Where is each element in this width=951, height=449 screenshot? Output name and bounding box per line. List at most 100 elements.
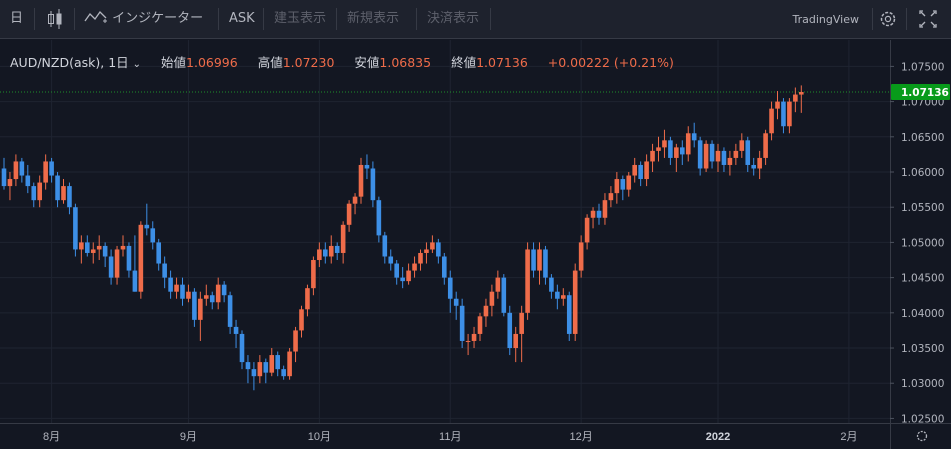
candle (537, 242, 542, 285)
candle-body (572, 270, 578, 334)
candle-body (453, 298, 459, 306)
fullscreen-icon[interactable] (918, 0, 938, 38)
candle (168, 270, 173, 299)
axis-settings-icon[interactable] (916, 430, 928, 442)
candle-body (281, 369, 286, 377)
candle (465, 333, 471, 356)
candle-body (215, 284, 221, 303)
candle-body (436, 242, 441, 257)
candle-body (721, 150, 727, 165)
open-label: 始値 (161, 55, 187, 70)
interval-button[interactable]: 日 (10, 11, 24, 26)
indicators-label: インジケーター (112, 11, 204, 26)
time-tick-label: 2022 (706, 431, 730, 443)
candle-body (245, 362, 251, 370)
candle (507, 305, 513, 356)
candle (328, 235, 334, 264)
candle-body (358, 164, 364, 197)
candle (221, 281, 227, 303)
candle-body (680, 147, 685, 155)
candle (287, 348, 292, 380)
candle (703, 140, 709, 173)
candle (215, 277, 221, 310)
candle (67, 182, 72, 215)
candle-body (204, 295, 209, 299)
candle-body (73, 207, 78, 250)
candle-body (578, 242, 584, 271)
chevron-down-icon[interactable]: ⌄ (132, 59, 142, 70)
toolbar-divider (336, 8, 337, 30)
candle (555, 284, 560, 310)
candle (733, 143, 739, 165)
chart-toolbar: 日 インジケーター ASK 建玉表示 新規表示 決済表示 TradingView (0, 0, 951, 39)
candle-body (13, 161, 19, 180)
candle-body (150, 228, 156, 243)
candle-body (769, 108, 774, 134)
candle-body (85, 242, 90, 253)
indicators-button[interactable]: インジケーター (84, 0, 203, 38)
candle-body (596, 210, 602, 218)
candlestick-icon[interactable] (44, 0, 66, 38)
plot-area (0, 40, 890, 423)
legend-interval[interactable]: 1日 (108, 55, 129, 70)
candle-body (382, 235, 388, 257)
price-tick-label: 1.03000 (901, 378, 944, 390)
candle-body (19, 161, 25, 176)
candle-body (709, 143, 715, 162)
close-label: 終値 (451, 55, 477, 70)
candle-body (638, 164, 643, 180)
candle-body (519, 312, 524, 334)
candle-body (227, 295, 233, 327)
candle (602, 193, 608, 225)
candle (245, 355, 251, 384)
open-positions-button[interactable]: 建玉表示 (274, 11, 327, 26)
settlement-button[interactable]: 決済表示 (427, 11, 480, 26)
candle (697, 136, 703, 176)
candle (787, 98, 792, 134)
price-chart[interactable]: 1.02500 1.03000 1.03500 1.04000 1.04500 1.050… (0, 40, 951, 449)
candle (19, 157, 25, 183)
settings-gear-icon[interactable] (877, 0, 899, 38)
candle-body (459, 305, 465, 341)
candle-body (138, 224, 144, 292)
ask-button[interactable]: ASK (229, 11, 255, 26)
high-value: 1.07230 (282, 55, 335, 70)
toolbar-divider (906, 8, 907, 30)
candle-body (49, 161, 54, 176)
candle-body (352, 196, 358, 204)
candle-body (132, 270, 138, 292)
candle-body (90, 249, 96, 253)
new-orders-button[interactable]: 新規表示 (347, 11, 400, 26)
candle (680, 140, 685, 165)
candle (150, 221, 156, 250)
candle (126, 242, 132, 278)
candle-body (739, 140, 745, 151)
candle (572, 263, 578, 341)
candle (90, 242, 96, 264)
candle-body (668, 140, 673, 158)
candle-body (703, 143, 709, 169)
price-tick-label: 1.02500 (901, 413, 944, 425)
candle (668, 136, 673, 165)
candle-body (388, 256, 394, 264)
candle (73, 203, 78, 257)
candle-body (674, 147, 679, 158)
symbol-label[interactable]: AUD/NZD(ask) (10, 55, 101, 70)
candle (477, 312, 483, 341)
low-label: 安値 (354, 55, 380, 70)
candle-body (31, 186, 37, 201)
candle-body (691, 133, 697, 141)
close-value: 1.07136 (476, 55, 528, 70)
candle (180, 277, 185, 306)
toolbar-divider (74, 8, 75, 30)
candle-body (263, 362, 269, 373)
candle (198, 291, 203, 341)
candle-body (650, 150, 655, 162)
candle-body (566, 295, 572, 334)
candle-body (43, 161, 48, 183)
time-tick-label: 11月 (439, 431, 461, 443)
candle (388, 249, 394, 271)
candle (656, 136, 661, 162)
candle-body (79, 242, 84, 250)
candle (495, 270, 501, 299)
